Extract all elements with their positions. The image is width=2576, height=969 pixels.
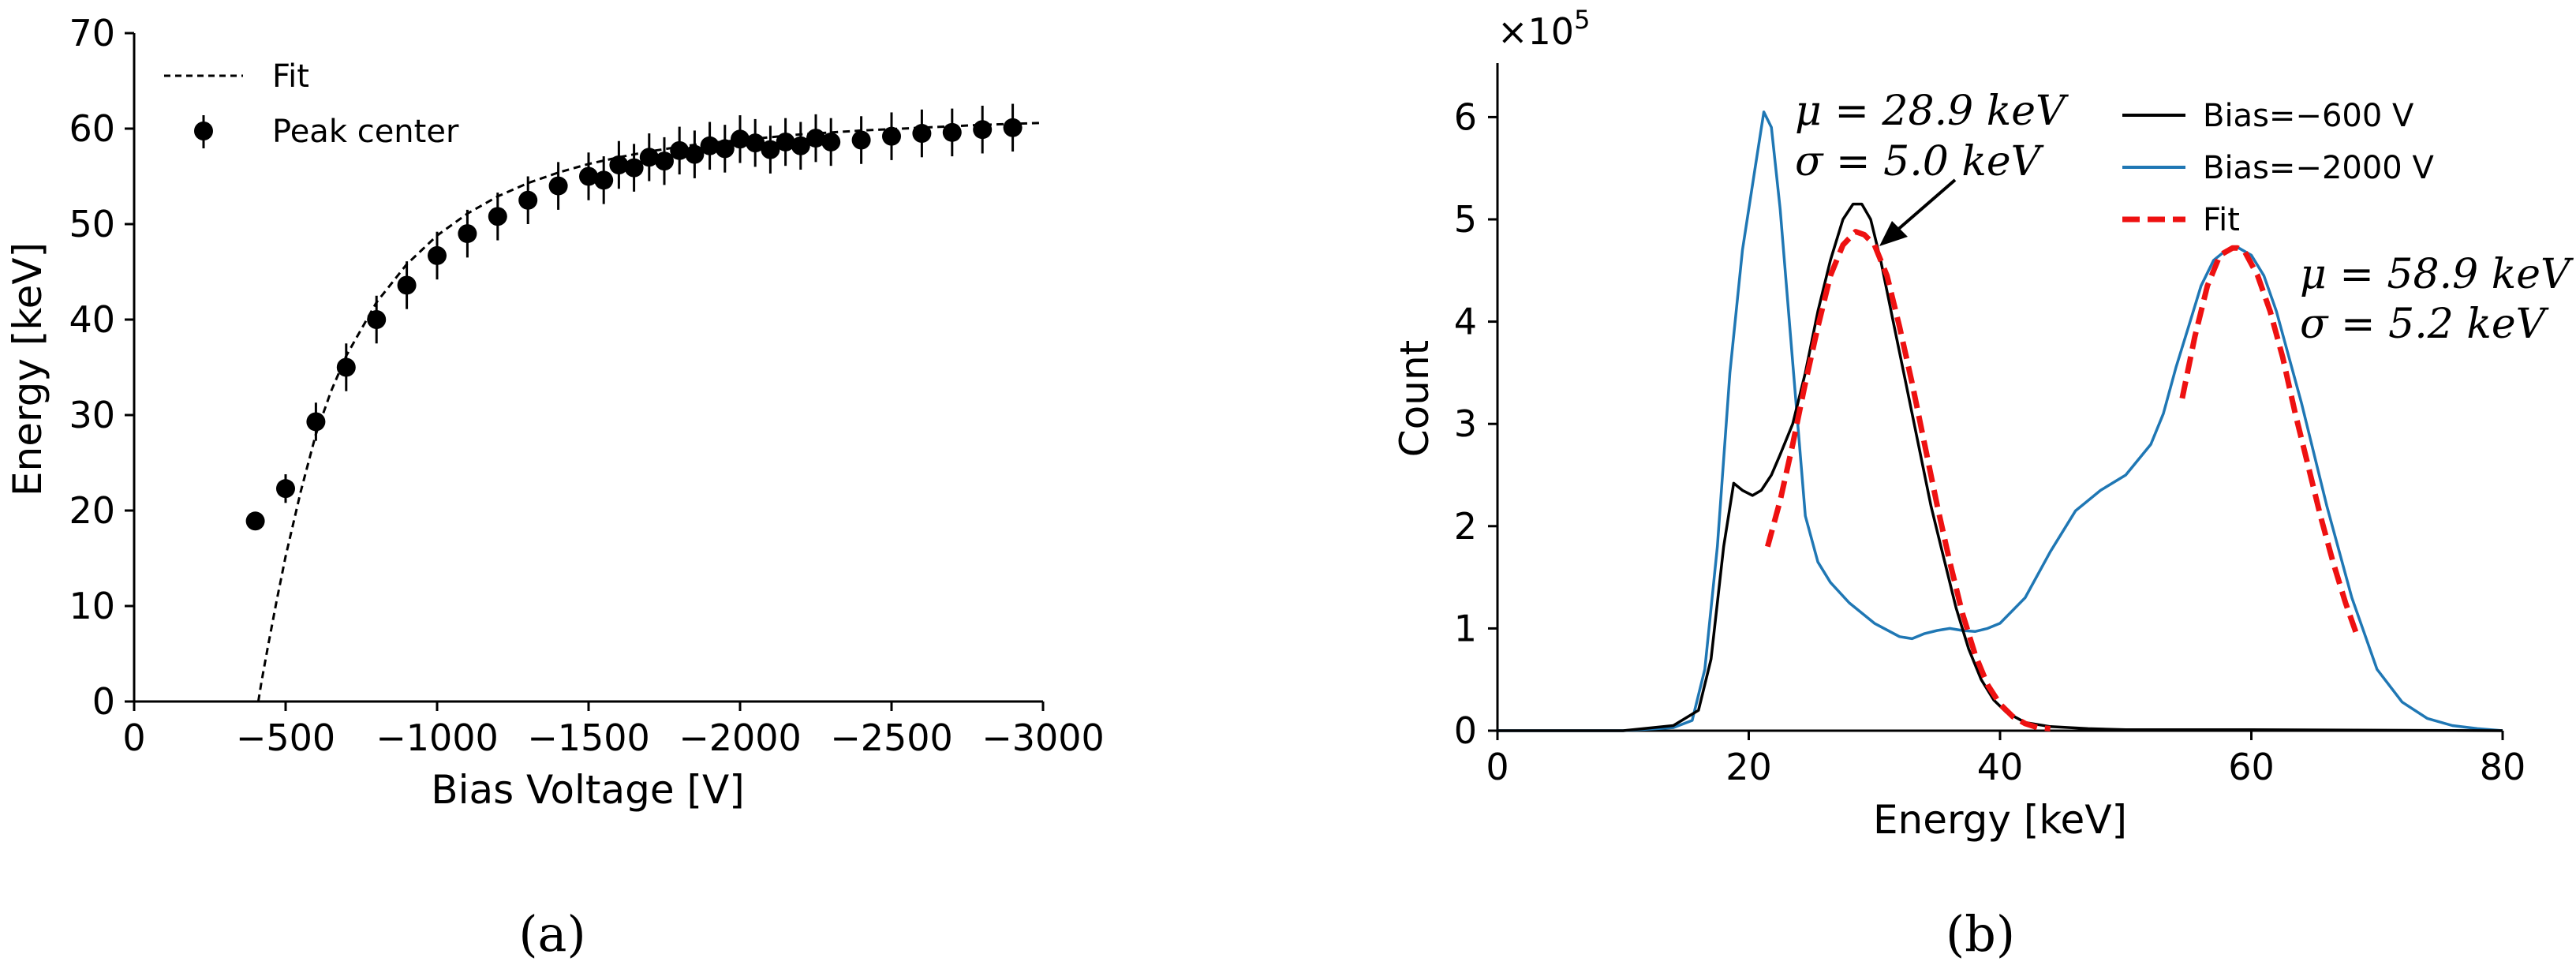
legend-bias2000-label: Bias=−2000 V [2203, 150, 2434, 186]
y-axis-label-a: Energy [keV] [5, 242, 50, 496]
peak-center-point [973, 120, 993, 140]
peak-center-point [942, 122, 962, 142]
peak-center-point [700, 136, 720, 155]
x-tick-label-a: −500 [236, 716, 335, 759]
legend-fit-label: Fit [272, 58, 309, 95]
peak-center-point [821, 132, 841, 152]
annotation-peak1-sigma: σ = 5.0 keV [1795, 138, 2044, 185]
legend-peak-label: Peak center [272, 114, 459, 150]
peak-center-point [245, 511, 265, 531]
y-tick-label-b: 6 [1454, 95, 1477, 138]
peak-center-point [761, 140, 780, 159]
peak-center-point [276, 479, 295, 499]
peak-center-point [670, 140, 690, 160]
series-bias-2000 [1497, 110, 2503, 732]
y-multiplier-exponent: 5 [1574, 5, 1590, 35]
legend-fit-b-label: Fit [2203, 202, 2240, 238]
peak-center-point [776, 132, 795, 152]
x-tick-label-a: −2000 [679, 716, 802, 759]
peak-center-point [685, 144, 705, 164]
peak-center-point [851, 130, 871, 150]
x-tick-label-b: 60 [2228, 746, 2275, 788]
y-tick-label-a: 20 [69, 489, 115, 532]
peak-center-point [746, 133, 765, 153]
x-tick-label-b: 0 [1486, 746, 1509, 788]
y-tick-label-b: 5 [1454, 198, 1477, 241]
peak-center-point [624, 158, 644, 178]
x-tick-label-b: 20 [1725, 746, 1772, 788]
x-tick-label-a: −1000 [376, 716, 499, 759]
annotation-peak2-sigma: σ = 5.2 keV [2300, 301, 2549, 348]
x-tick-label-b: 80 [2480, 746, 2526, 788]
y-tick-label-a: 70 [69, 12, 115, 54]
peak-center-point [579, 166, 598, 186]
x-tick-label-a: −1500 [527, 716, 650, 759]
legend-bias600-label: Bias=−600 V [2203, 98, 2414, 134]
y-tick-label-a: 10 [69, 585, 115, 627]
y-tick-label-b: 4 [1454, 301, 1477, 343]
annotation-peak2-mu: μ = 58.9 keV [2300, 251, 2574, 298]
y-tick-label-b: 1 [1454, 607, 1477, 649]
panel-label-b: (b) [1946, 905, 2015, 963]
y-tick-label-b: 2 [1454, 505, 1477, 548]
annotation-peak1-mu: μ = 28.9 keV [1795, 88, 2069, 135]
annotation-arrow-head [1879, 221, 1908, 246]
x-tick-label-b: 40 [1977, 746, 2024, 788]
fit-curve-b-1 [1765, 229, 2051, 731]
peak-center-point [548, 176, 568, 196]
x-tick-label-a: 0 [122, 716, 145, 759]
y-tick-label-a: 0 [92, 680, 115, 723]
peak-center-point [397, 275, 417, 295]
y-tick-label-b: 0 [1454, 709, 1477, 752]
peak-center-point [639, 148, 659, 167]
legend-peak-marker [194, 122, 213, 140]
y-multiplier-b: ×105 [1497, 5, 1590, 53]
fit-line-a [256, 122, 1044, 702]
y-tick-label-a: 60 [69, 107, 115, 150]
y-tick-label-a: 40 [69, 298, 115, 341]
peak-center-point [367, 310, 387, 329]
legend-b: Bias=−600 V Bias=−2000 V Fit [2122, 98, 2434, 238]
peak-center-point [715, 139, 735, 159]
peak-center-point [428, 245, 447, 265]
y-axis-label-b: Count [1392, 340, 1438, 458]
peak-center-point [806, 129, 825, 148]
x-axis-label-a: Bias Voltage [V] [431, 767, 744, 813]
peak-center-point [912, 124, 932, 144]
peak-center-point [791, 136, 810, 155]
chart-panel-a: 0 −500 −1000 −1500 −2000 −2500 −3000 0 10 20 30 40 5… [5, 12, 1105, 963]
peak-center-point [731, 129, 750, 149]
x-tick-label-a: −2500 [830, 716, 953, 759]
peak-center-point [488, 207, 507, 226]
peak-center-point [306, 412, 326, 432]
x-tick-label-a: −3000 [981, 716, 1105, 759]
panel-label-a: (a) [518, 905, 585, 963]
y-tick-label-a: 30 [69, 394, 115, 436]
peak-center-point [518, 190, 538, 210]
peak-center-point [594, 170, 614, 190]
legend-a: Fit Peak center [164, 58, 459, 150]
x-axis-label-b: Energy [keV] [1873, 797, 2127, 843]
peak-center-point [458, 224, 477, 244]
peak-center-point [882, 126, 901, 146]
peak-center-point [655, 152, 674, 171]
fit-curve-b-2 [2179, 245, 2361, 640]
annotation-arrow-shaft [1888, 178, 1957, 238]
peak-center-point [609, 155, 629, 174]
peak-center-point [336, 357, 356, 377]
y-multiplier-base: ×10 [1497, 10, 1574, 53]
y-tick-label-b: 3 [1454, 402, 1477, 445]
y-tick-label-a: 50 [69, 203, 115, 245]
peak-center-point [1003, 118, 1023, 137]
